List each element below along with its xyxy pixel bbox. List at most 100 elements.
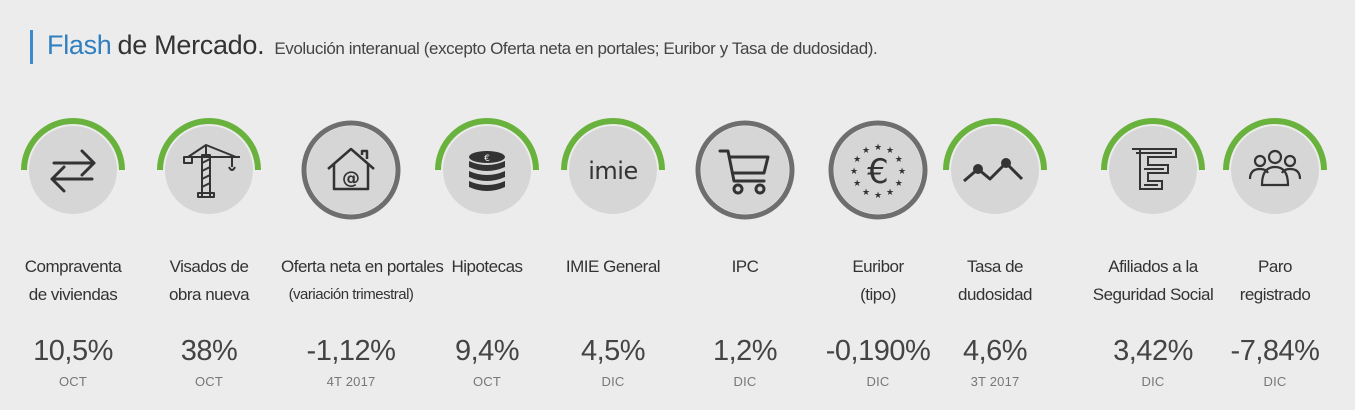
indicator-gauge xyxy=(154,115,264,225)
indicator-label: Tasa de dudosidad xyxy=(925,253,1065,309)
indicator-label-line1: Visados de xyxy=(169,257,249,276)
page-subtitle: Evolución interanual (excepto Oferta net… xyxy=(274,39,878,58)
indicator-ring-green xyxy=(21,118,125,171)
indicator-compraventa: Compraventa de viviendas 10,5% OCT xyxy=(3,0,143,410)
indicator-ring-gray xyxy=(301,120,401,220)
indicator-disc xyxy=(834,126,922,214)
indicator-disc xyxy=(29,126,117,214)
svg-text:★: ★ xyxy=(895,155,903,165)
title-flash: Flash xyxy=(47,30,112,60)
indicator-period: 4T 2017 xyxy=(326,374,376,389)
indicator-period: DIC xyxy=(1263,374,1287,389)
indicator-gauge xyxy=(1220,115,1330,225)
indicator-afiliados: Afiliados a la Seguridad Social 3,42% DIC xyxy=(1083,0,1223,410)
indicator-label-line2: (variación trimestral) xyxy=(288,286,414,303)
indicator-disc xyxy=(1231,126,1319,214)
indicator-gauge: ★ ★ ★ ★ ★ ★ ★ ★ ★ ★ ★ ★ € xyxy=(823,115,933,225)
svg-text:★: ★ xyxy=(895,179,903,189)
indicator-disc xyxy=(701,126,789,214)
house-at-icon: @ xyxy=(316,135,386,205)
shopping-cart-icon xyxy=(710,135,780,205)
indicator-gauge: imie xyxy=(558,115,668,225)
indicator-euribor: ★ ★ ★ ★ ★ ★ ★ ★ ★ ★ ★ ★ € Euribor (tipo) -0,190% DIC xyxy=(808,0,948,410)
indicator-label: Compraventa de viviendas xyxy=(3,253,143,309)
indicator-disc xyxy=(569,126,657,214)
indicator-label: IMIE General xyxy=(543,253,683,281)
indicator-label: Paro registrado xyxy=(1205,253,1345,309)
indicator-value: 1,2% xyxy=(712,335,778,367)
indicator-gauge xyxy=(940,115,1050,225)
indicator-ipc: IPC 1,2% DIC xyxy=(675,0,815,410)
svg-text:@: @ xyxy=(342,168,360,189)
indicator-period: 3T 2017 xyxy=(970,374,1020,389)
indicator-label-line1: Euribor xyxy=(852,257,904,276)
indicator-label-line1: Compraventa xyxy=(24,257,122,276)
indicator-oferta: @ Oferta neta en portales (variación trime… xyxy=(281,0,444,410)
social-security-icon xyxy=(1118,135,1188,205)
imie-logo-icon: imie xyxy=(578,135,648,205)
indicator-label: Hipotecas xyxy=(417,253,557,281)
svg-text:★: ★ xyxy=(874,191,882,201)
svg-text:★: ★ xyxy=(853,179,861,189)
indicator-label: Oferta neta en portales (variación trimes… xyxy=(281,253,444,309)
indicator-imie: imie IMIE General 4,5% DIC xyxy=(543,0,683,410)
indicator-ring-green xyxy=(157,118,261,171)
indicator-value: 4,5% xyxy=(580,335,646,367)
title-mercado: de Mercado. xyxy=(117,30,265,60)
indicator-label-line2: dudosidad xyxy=(958,285,1032,304)
indicator-value: 3,42% xyxy=(1113,335,1193,367)
indicator-value: 38% xyxy=(180,335,238,367)
svg-text:★: ★ xyxy=(853,155,861,165)
people-group-icon xyxy=(1240,135,1310,205)
indicator-period: OCT xyxy=(472,374,502,389)
indicator-label-line1: Oferta neta en portales xyxy=(281,257,444,276)
indicator-hipotecas: € Hipotecas 9,4% OCT xyxy=(417,0,557,410)
svg-text:★: ★ xyxy=(886,188,894,198)
indicator-value: -7,84% xyxy=(1230,335,1320,367)
indicator-label-line2: (tipo) xyxy=(860,285,896,304)
indicator-disc xyxy=(307,126,395,214)
indicator-visados: Visados de obra nueva 38% OCT xyxy=(139,0,279,410)
indicator-period: DIC xyxy=(1141,374,1165,389)
indicator-label: Afiliados a la Seguridad Social xyxy=(1083,253,1223,309)
svg-text:€: € xyxy=(867,152,889,192)
indicator-label: IPC xyxy=(675,253,815,281)
indicator-value: 4,6% xyxy=(962,335,1028,367)
indicator-label: Visados de obra nueva xyxy=(139,253,279,309)
crane-icon xyxy=(174,135,244,205)
indicator-value: -0,190% xyxy=(825,335,931,367)
indicator-disc xyxy=(951,126,1039,214)
indicator-value: 9,4% xyxy=(454,335,520,367)
indicator-label-line2: registrado xyxy=(1239,285,1311,304)
indicator-label-line2: obra nueva xyxy=(168,285,250,304)
arrows-exchange-icon xyxy=(38,135,108,205)
indicator-gauge xyxy=(690,115,800,225)
indicator-label-line1: Paro xyxy=(1258,257,1292,276)
indicator-ring-green xyxy=(1223,118,1327,171)
imie-logo-text: imie xyxy=(588,157,637,185)
indicator-gauge: @ xyxy=(296,115,406,225)
indicator-value: -1,12% xyxy=(306,335,396,367)
indicator-label-line1: IPC xyxy=(731,257,759,276)
indicator-ring-green xyxy=(561,118,665,171)
indicator-period: OCT xyxy=(194,374,224,389)
indicator-period: DIC xyxy=(733,374,757,389)
indicator-period: DIC xyxy=(866,374,890,389)
indicator-ring-green xyxy=(1101,118,1205,171)
indicator-ring-gray xyxy=(828,120,928,220)
indicator-gauge xyxy=(18,115,128,225)
svg-text:★: ★ xyxy=(862,188,870,198)
indicator-gauge xyxy=(1098,115,1208,225)
indicator-gauge: € xyxy=(432,115,542,225)
coin-stack-icon: € xyxy=(452,135,522,205)
indicator-label: Euribor (tipo) xyxy=(808,253,948,309)
indicator-dudosidad: Tasa de dudosidad 4,6% 3T 2017 xyxy=(925,0,1065,410)
indicator-period: DIC xyxy=(601,374,625,389)
line-chart-icon xyxy=(960,135,1030,205)
page-header: Flash de Mercado. Evolución interanual (… xyxy=(30,30,878,64)
svg-text:★: ★ xyxy=(850,167,858,177)
indicator-label-line1: IMIE General xyxy=(565,257,661,276)
svg-text:★: ★ xyxy=(862,146,870,156)
euro-stars-icon: ★ ★ ★ ★ ★ ★ ★ ★ ★ ★ ★ ★ € xyxy=(843,135,913,205)
